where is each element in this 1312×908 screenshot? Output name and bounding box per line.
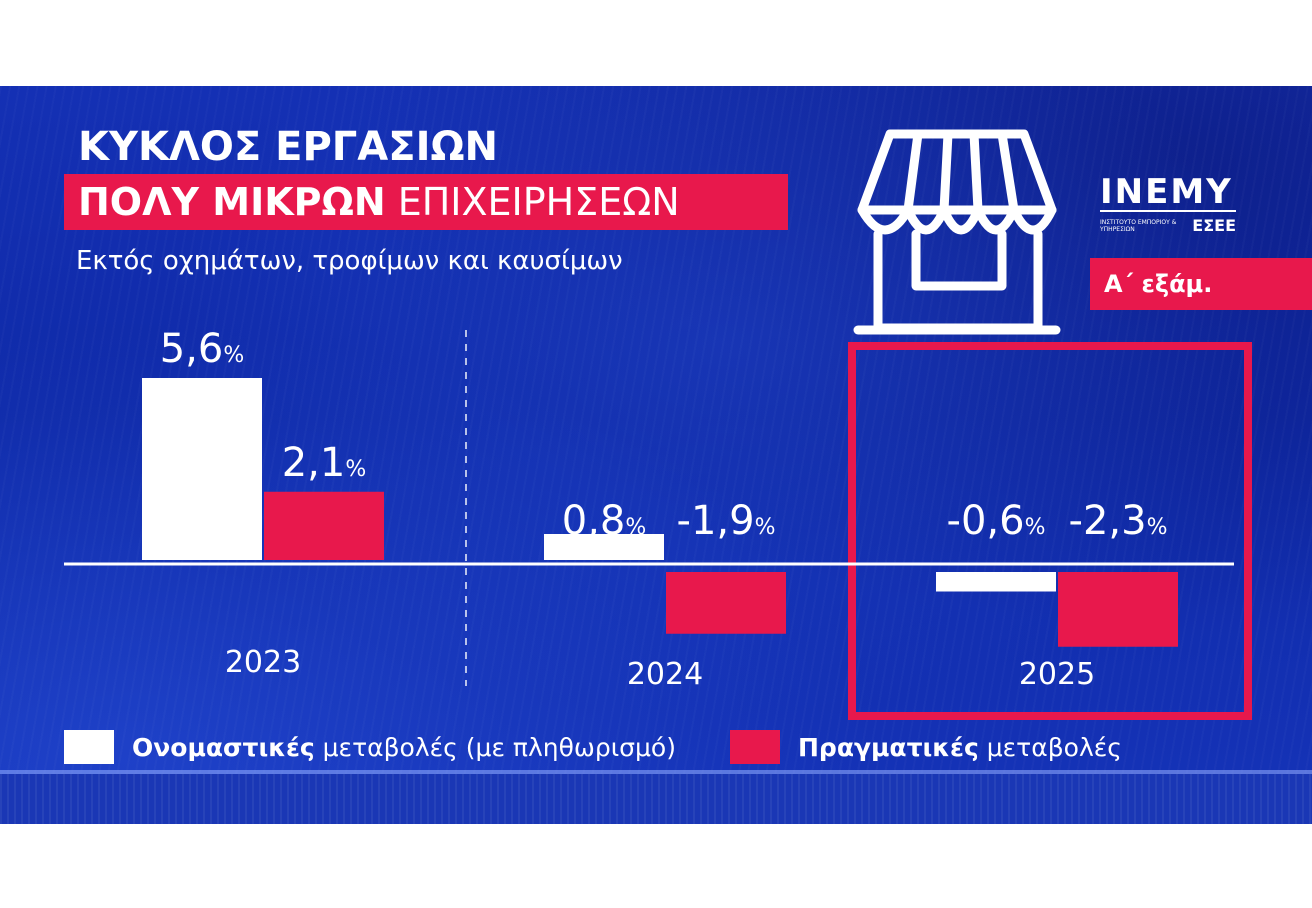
title-line-1: ΚΥΚΛΟΣ ΕΡΓΑΣΙΩΝ [78,124,498,170]
bar-2025-nominal [936,572,1056,592]
category-label: 2024 [627,657,703,692]
bottom-stripes [0,774,1312,824]
logo: INEMY ΙΝΣΤΙΤΟΥΤΟ ΕΜΠΟΡΙΟΥ & ΥΠΗΡΕΣΙΩΝ ΕΣ… [1100,174,1236,235]
data-label: 5,6% [160,326,245,372]
logo-org: ΕΣΕΕ [1192,216,1236,235]
data-label: -2,3% [1069,498,1168,544]
bar-2023-real [264,491,384,560]
subtitle: Εκτός οχημάτων, τροφίμων και καυσίμων [76,246,623,276]
category-label: 2023 [225,645,301,680]
data-label: -1,9% [677,498,776,544]
bottom-divider [0,770,1312,774]
period-badge: Α΄ εξάμ. [1090,258,1312,310]
data-label: 0,8% [562,498,647,544]
data-label: 2,1% [282,440,367,486]
legend-label-bold: Πραγματικές [798,732,979,762]
title-line-2-light: ΕΠΙΧΕΙΡΗΣΕΩΝ [397,180,680,224]
legend-swatch-real [730,730,780,764]
infographic-panel: ΚΥΚΛΟΣ ΕΡΓΑΣΙΩΝ ΠΟΛΥ ΜΙΚΡΩΝ ΕΠΙΧΕΙΡΗΣΕΩΝ… [0,86,1312,824]
category-label: 2025 [1019,657,1095,692]
title-band: ΠΟΛΥ ΜΙΚΡΩΝ ΕΠΙΧΕΙΡΗΣΕΩΝ [64,174,788,230]
legend-label-rest: μεταβολές (με πληθωρισμό) [322,732,676,762]
bar-2025-real [1058,572,1178,647]
data-label: -0,6% [947,498,1046,544]
legend-item-nominal: Ονομαστικές μεταβολές (με πληθωρισμό) [64,730,676,764]
legend-swatch-nominal [64,730,114,764]
logo-name: INEMY [1100,174,1236,212]
bar-chart: 5,6% 2,1% 2023 0,8% -1,9% 2024 -0,6% -2,3% 2025 [64,326,1252,720]
legend-item-real: Πραγματικές μεταβολές [730,730,1122,764]
bar-2024-real [666,572,786,634]
legend-label-bold: Ονομαστικές [132,732,315,762]
bar-2023-nominal [142,378,262,560]
bar-2024-nominal [544,534,664,560]
logo-subtitle: ΙΝΣΤΙΤΟΥΤΟ ΕΜΠΟΡΙΟΥ & ΥΠΗΡΕΣΙΩΝ [1100,218,1177,233]
storefront-icon [853,129,1061,335]
highlight-frame [848,342,1252,720]
legend-label-rest: μεταβολές [986,732,1122,762]
title-line-2-bold: ΠΟΛΥ ΜΙΚΡΩΝ [78,180,386,224]
